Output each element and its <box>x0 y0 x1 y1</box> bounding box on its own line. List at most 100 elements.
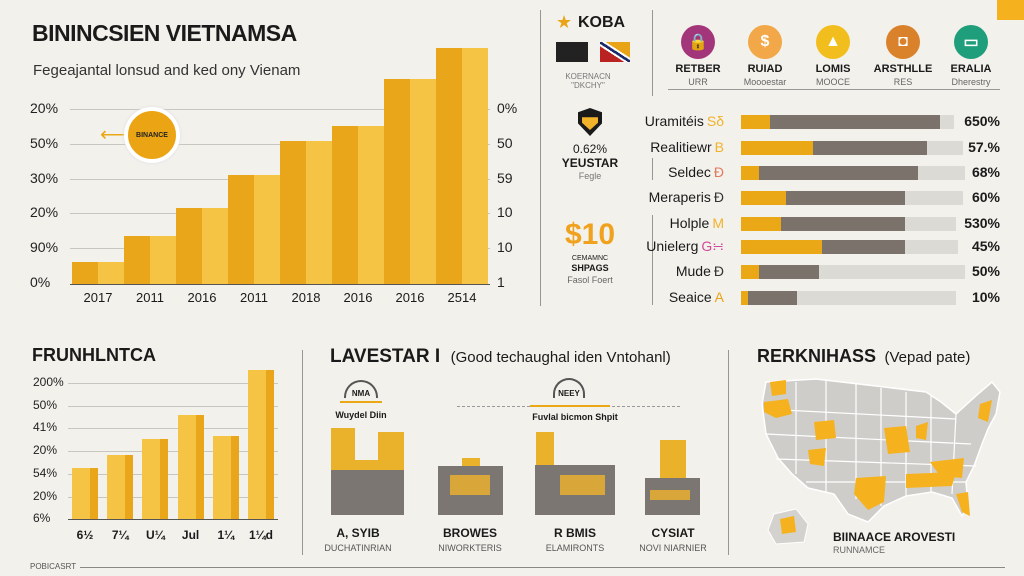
bar-dark-half <box>332 126 358 284</box>
landmarks-heading: LAVESTAR I <box>330 346 441 367</box>
map-caption-sub: RUNNAMCE <box>833 545 886 555</box>
main-bar-chart: 20% 50% 30% 20% 90% 0% 0% 50 59 10 10 1 2017 2011 2016… <box>0 0 540 310</box>
bar-light-half <box>462 48 488 284</box>
card-icon: ▭ <box>954 25 988 59</box>
progress-track <box>741 166 965 180</box>
bar-light-half <box>358 126 384 284</box>
x-tick-label: Jul <box>181 528 200 542</box>
category-sub: RES <box>893 77 913 87</box>
bar-dark-half <box>176 208 202 284</box>
progress-label: Meraperis Ð <box>649 189 724 205</box>
y-tick-left: 200% <box>33 375 64 389</box>
secondary-bar-chart: 200% 50% 41% 20% 54% 20% 6% 6½ 7¼ U¼ Jul 1¼ 1¼d <box>0 340 300 550</box>
dollar-icon: $ <box>748 25 782 59</box>
x-tick-label: 2016 <box>187 290 217 305</box>
progress-label-suffix: Sδ <box>706 113 724 129</box>
progress-value: 50% <box>971 263 1000 279</box>
progress-value: 530% <box>964 215 1000 231</box>
progress-fill-yellow <box>741 240 822 254</box>
progress-label-suffix: Ð <box>713 263 724 279</box>
divider <box>728 350 729 555</box>
bar-dark-half <box>228 175 254 284</box>
x-tick-label: 2017 <box>83 290 113 305</box>
money-small: CEMAMNC <box>571 255 609 262</box>
landmark-sub: NOVI NIARNIER <box>639 543 707 553</box>
logo: ★ KOBA <box>556 12 632 62</box>
category-underline <box>668 89 1000 90</box>
category-sub: Moooestar <box>743 77 787 87</box>
y-tick-left: 20% <box>33 488 58 503</box>
progress-fill-yellow <box>741 291 748 305</box>
x-tick-label: 2514 <box>447 290 477 305</box>
shield-icon <box>578 108 602 136</box>
divider <box>540 10 541 306</box>
x-tick-label: 2016 <box>343 290 373 305</box>
progress-fill-gray <box>741 115 941 129</box>
bar-light-half <box>306 140 332 284</box>
us-map <box>761 378 1001 545</box>
progress-fill-yellow <box>741 115 771 129</box>
binance-badge: BINANCE <box>124 107 180 163</box>
progress-label: Mude Ð <box>676 263 724 279</box>
money-sub: Fasol Foert <box>567 275 613 285</box>
progress-fill-gray <box>741 265 820 279</box>
y-tick-left: 50% <box>30 134 59 151</box>
progress-fill-gray <box>741 217 905 231</box>
y-tick-right: 1 <box>497 274 505 290</box>
stat-label: YEUSTAR <box>561 156 619 170</box>
progress-label-text: Seaice <box>668 289 712 305</box>
y-tick-left: 54% <box>33 465 58 480</box>
x-axis <box>70 284 490 285</box>
chart2-title: FRUNHLNTCA <box>32 345 156 365</box>
money-label: SHPAGS <box>571 263 609 273</box>
footer-text: POBICASRT <box>30 562 77 571</box>
flag-uk-icon <box>600 42 630 62</box>
bar-dark-half <box>280 140 306 284</box>
y-tick-left: 41% <box>33 420 58 435</box>
progress-track <box>741 240 959 254</box>
category-label: RUIAD <box>747 63 783 75</box>
bar-dark-half <box>124 235 150 284</box>
divider <box>652 10 653 96</box>
bar <box>72 467 98 519</box>
landmark-label: CYSIAT <box>651 526 695 540</box>
bar <box>107 454 134 519</box>
divider <box>302 350 303 555</box>
bar-dark-half <box>384 79 410 284</box>
category-sub: MOOCE <box>815 77 851 87</box>
progress-fill-gray <box>741 166 918 180</box>
progress-label: Realitiewr B <box>650 139 724 155</box>
landmark-label: BROWES <box>443 526 497 540</box>
y-tick-right: 50 <box>497 134 513 151</box>
y-tick-left: 50% <box>33 397 58 412</box>
bar <box>177 415 204 519</box>
y-tick-right: 10 <box>497 204 513 221</box>
landmark-label: R BMIS <box>554 526 596 540</box>
logo-text: KOBA <box>578 14 626 31</box>
y-tick-left: 20% <box>30 204 59 221</box>
bar-light-half <box>410 79 436 284</box>
y-tick-left: 0% <box>30 274 51 290</box>
progress-value: 57.% <box>968 139 1000 155</box>
category-sub: Dherestry <box>951 77 991 87</box>
gridline <box>68 451 278 453</box>
progress-label-suffix: A <box>714 289 724 305</box>
page-title: BININCSIEN VIETNAMSA <box>32 20 297 46</box>
divider <box>652 215 653 305</box>
bar-light-half <box>98 262 124 284</box>
progress-label: Seldec Ð <box>668 164 724 180</box>
y-tick-left: 90% <box>30 239 59 256</box>
progress-value: 650% <box>964 113 1000 129</box>
dome-caption: Wuydel Diin <box>335 410 387 420</box>
landmark-sub: NIWORKTERIS <box>438 543 502 553</box>
progress-label-text: Holple <box>669 215 710 231</box>
progress-track <box>741 217 957 231</box>
progress-label-suffix: Ð <box>713 189 724 205</box>
progress-fill-yellow <box>741 166 759 180</box>
progress-label: Seaice A <box>669 289 724 305</box>
y-tick-left: 30% <box>30 169 59 186</box>
landmark-sub: ELAMIRONTS <box>545 543 605 553</box>
gridline <box>68 405 278 407</box>
progress-label-text: Realitiewr <box>650 139 712 155</box>
progress-value: 10% <box>971 289 1000 305</box>
